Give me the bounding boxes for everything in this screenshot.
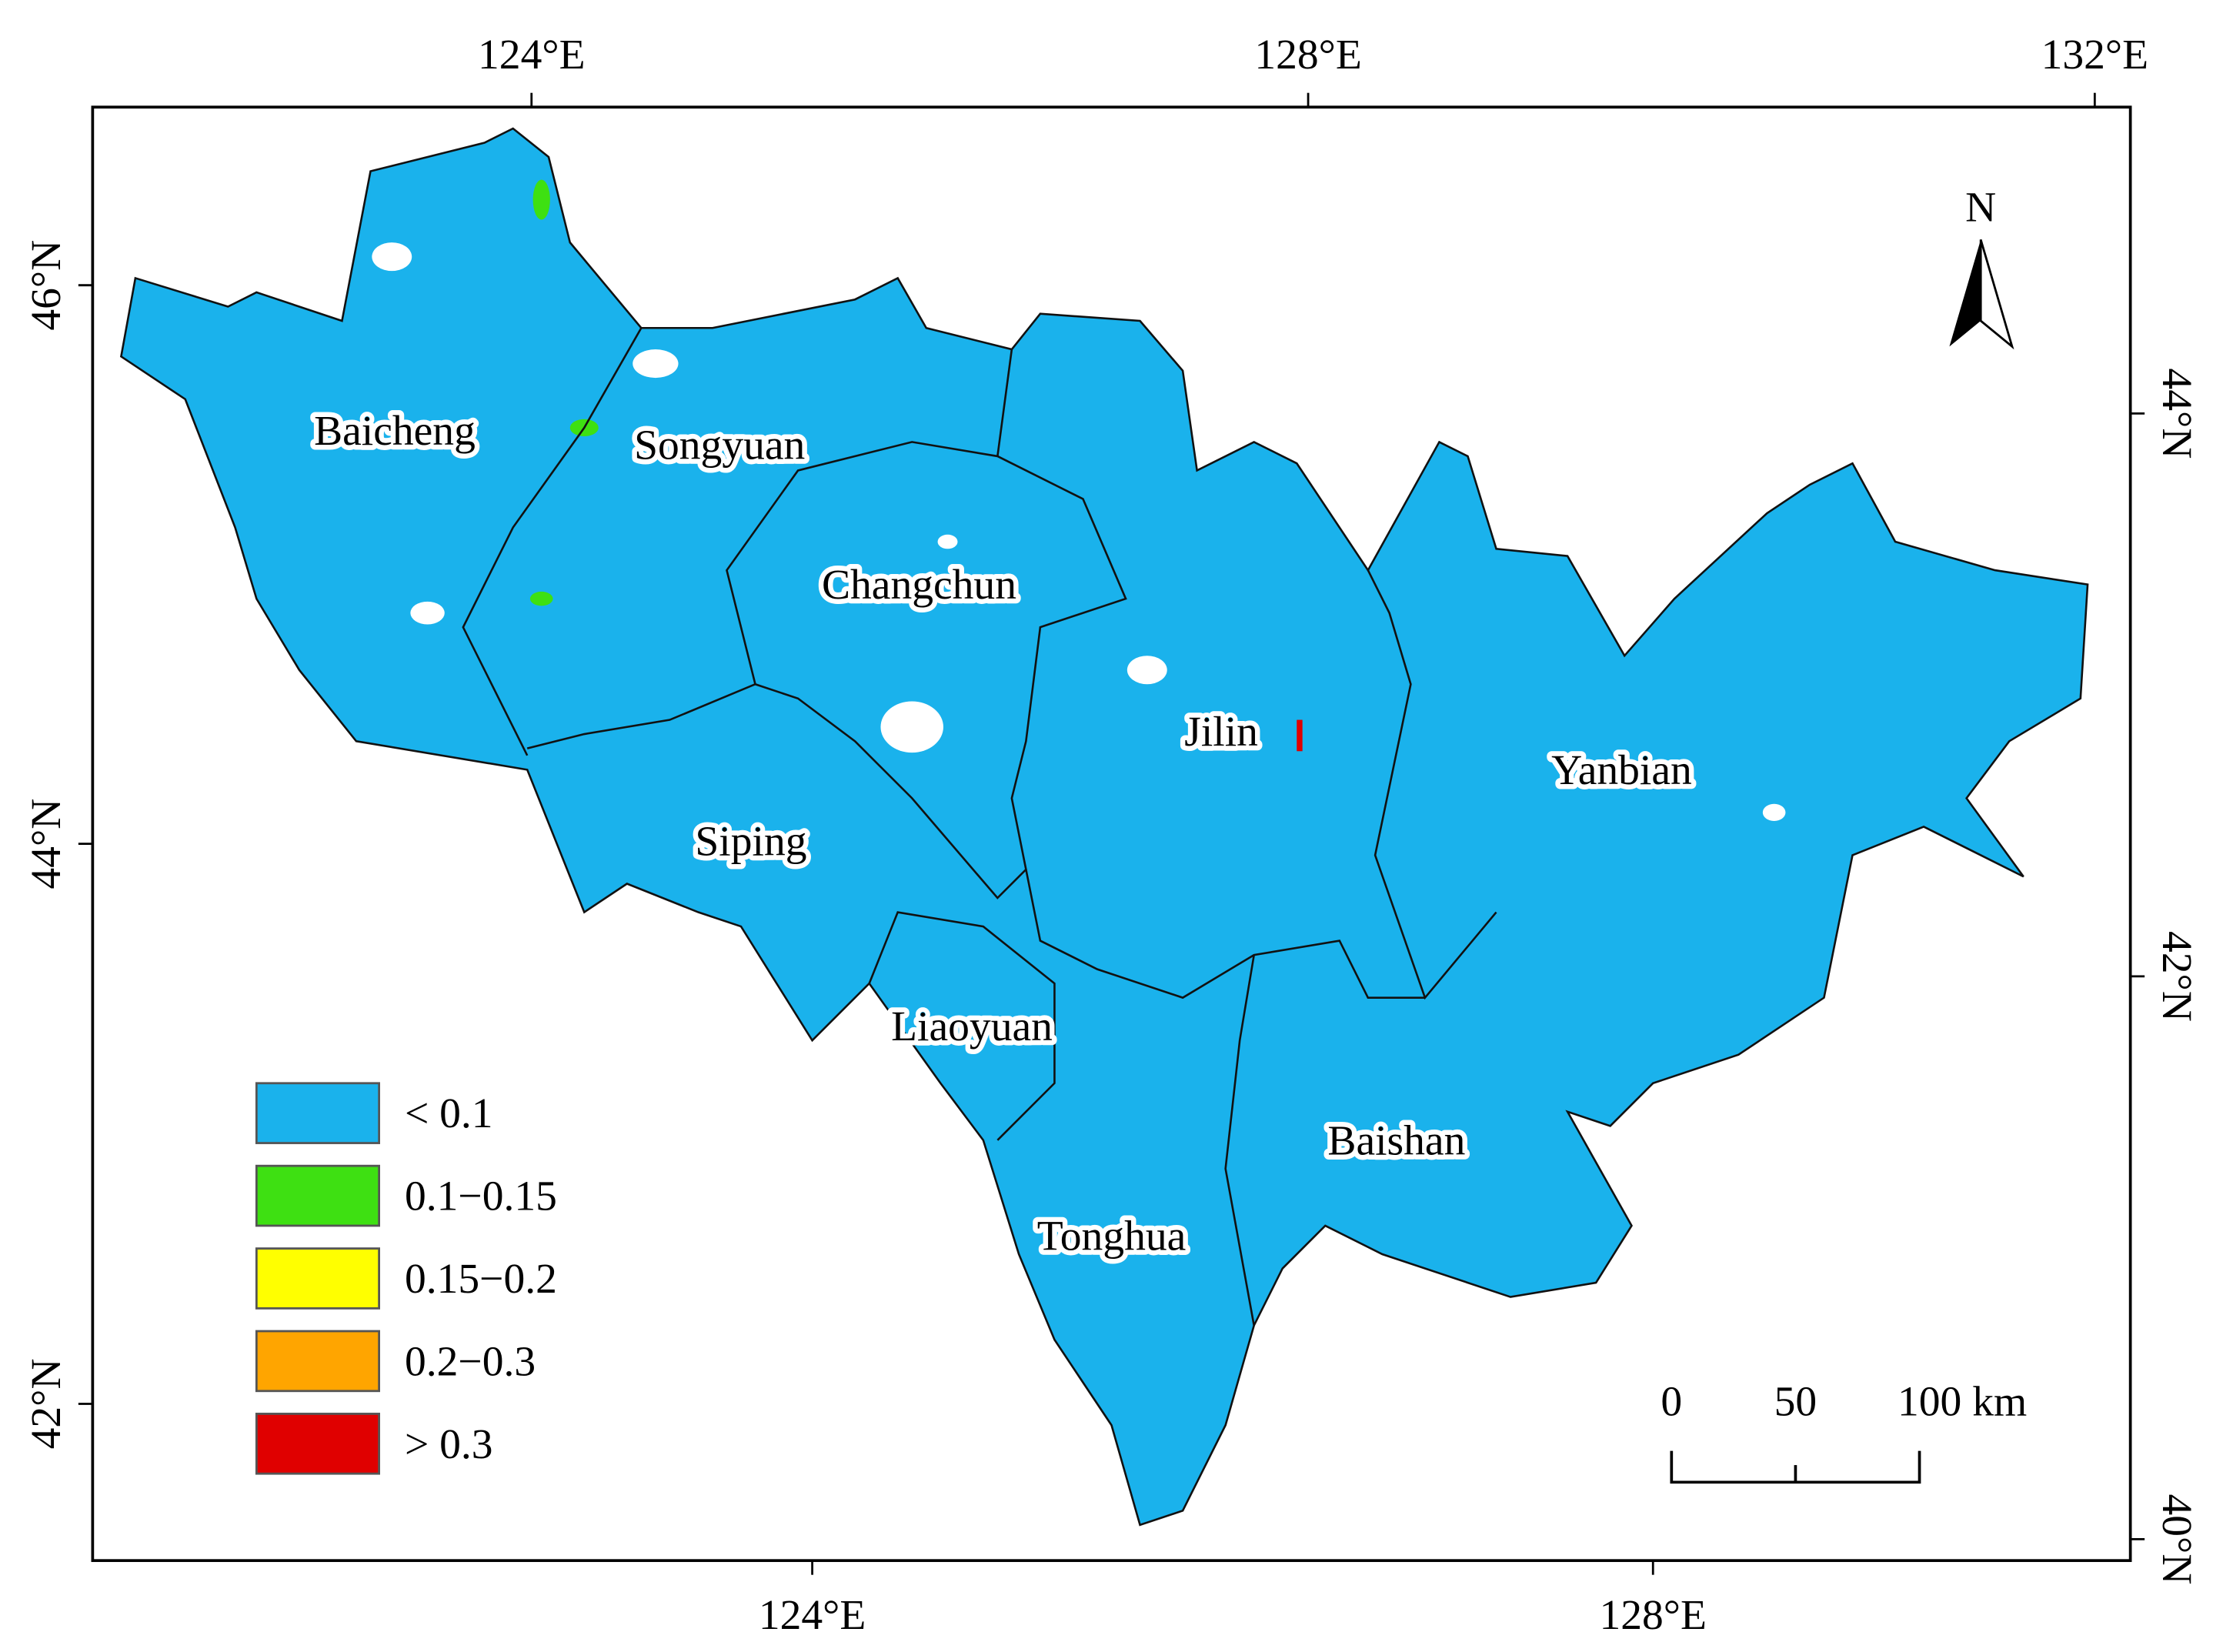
region-label: Liaoyuan xyxy=(891,1003,1053,1050)
legend-swatch xyxy=(255,1164,381,1227)
scale-label: 50 xyxy=(1774,1377,1817,1425)
lat-label: 46°N xyxy=(22,240,70,331)
lat-label: 44°N xyxy=(22,799,70,889)
legend: < 0.1 0.1−0.15 0.15−0.2 0.2−0.3 > 0.3 xyxy=(255,1082,557,1475)
region-label: Jilin xyxy=(1184,708,1258,756)
scale-label: 0 xyxy=(1661,1377,1682,1425)
lat-label: 42°N xyxy=(2153,931,2201,1022)
hotspots xyxy=(529,179,599,606)
legend-swatch xyxy=(255,1247,381,1310)
legend-label: 0.1−0.15 xyxy=(405,1173,557,1220)
lon-label: 128°E xyxy=(1254,31,1361,78)
lon-label: 124°E xyxy=(759,1591,866,1639)
region-label: Tonghua xyxy=(1037,1212,1187,1260)
land xyxy=(119,127,2089,1527)
district-borders xyxy=(462,327,1497,1326)
scale-label: 100 km xyxy=(1898,1377,2027,1425)
legend-label: > 0.3 xyxy=(405,1420,493,1468)
region-label: Siping xyxy=(695,817,806,865)
legend-swatch xyxy=(255,1082,381,1144)
lon-label: 124°E xyxy=(478,31,585,78)
north-label: N xyxy=(1965,183,1996,231)
region-label: Baishan xyxy=(1327,1116,1465,1164)
province-outline xyxy=(119,127,2089,1527)
lat-label: 42°N xyxy=(22,1359,70,1450)
scale-bar: 0 50 100 km xyxy=(1661,1377,2027,1484)
region-label: Yanbian xyxy=(1551,746,1692,794)
legend-label: < 0.1 xyxy=(405,1090,493,1137)
legend-label: 0.2−0.3 xyxy=(405,1337,536,1385)
legend-swatch xyxy=(255,1330,381,1393)
region-label: Changchun xyxy=(822,561,1016,609)
region-label: Songyuan xyxy=(634,422,805,469)
legend-label: 0.15−0.2 xyxy=(405,1255,557,1303)
graticule-ticks xyxy=(78,92,2145,1575)
hotspot xyxy=(1297,719,1303,752)
region-label: Baicheng xyxy=(314,407,476,455)
lat-label: 44°N xyxy=(2153,368,2201,459)
map-frame xyxy=(91,105,2132,1563)
lon-label: 128°E xyxy=(1599,1591,1706,1639)
lat-label: 40°N xyxy=(2153,1493,2201,1584)
legend-swatch xyxy=(255,1413,381,1475)
speckles xyxy=(372,242,1786,822)
lon-label: 132°E xyxy=(2041,31,2148,78)
